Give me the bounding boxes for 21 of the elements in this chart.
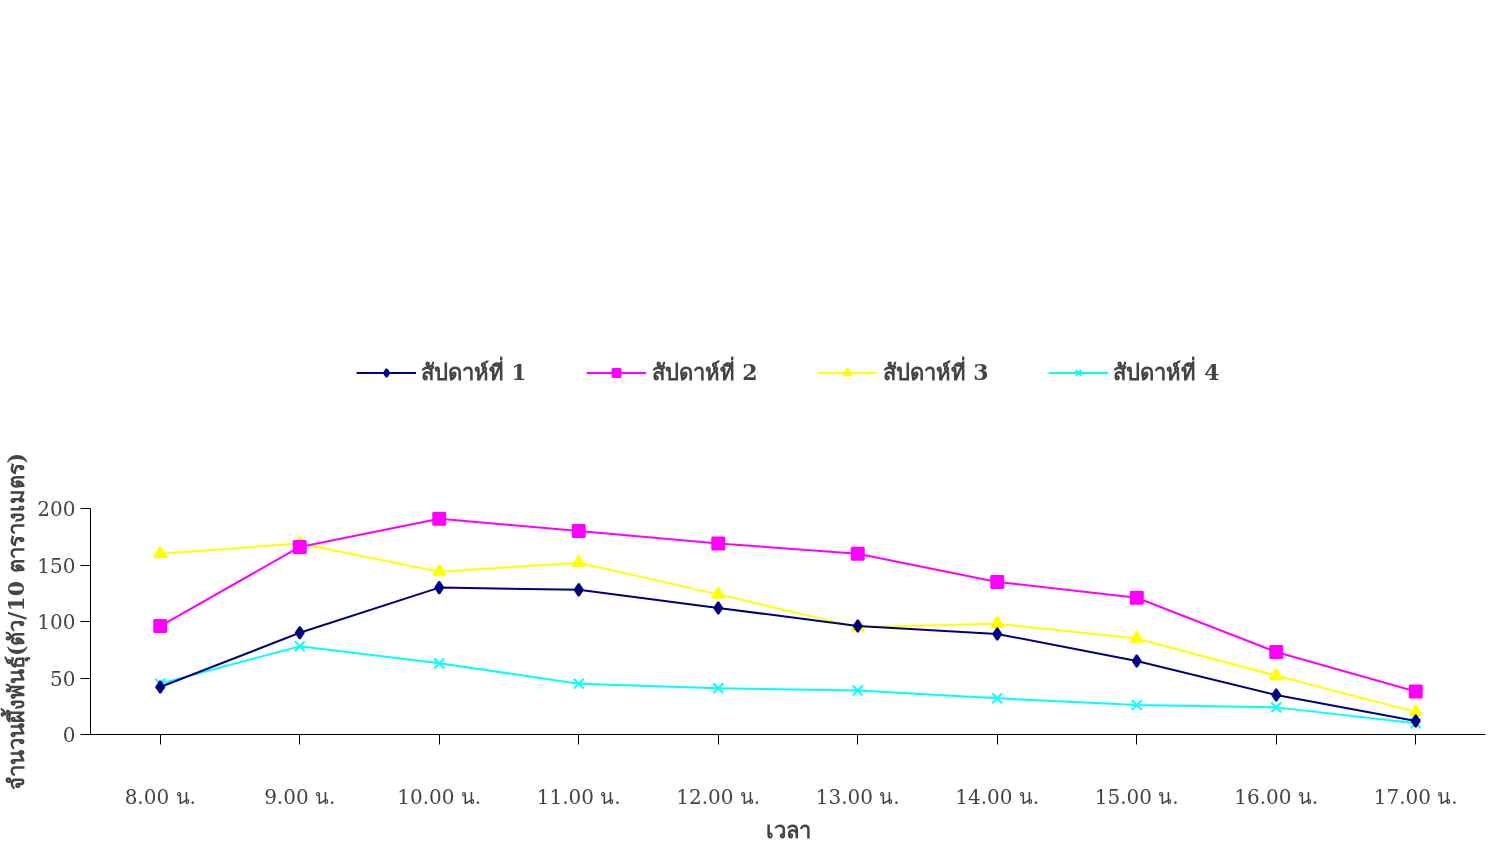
x-tick-label: 13.00 น.	[815, 784, 900, 809]
x-tick-label: 10.00 น.	[397, 784, 482, 809]
x-tick-label: 17.00 น.	[1373, 784, 1458, 809]
legend-label: สัปดาห์ที่ 4	[1113, 355, 1220, 387]
x-tick-label: 9.00 น.	[264, 784, 336, 809]
y-tick-label: 150	[37, 553, 76, 578]
x-tick-label: 16.00 น.	[1234, 784, 1319, 809]
legend-label: สัปดาห์ที่ 2	[651, 355, 758, 387]
y-tick-label: 100	[37, 610, 76, 634]
legend-label: สัปดาห์ที่ 3	[882, 355, 989, 387]
x-tick-label: 12.00 น.	[676, 784, 761, 809]
y-tick-label: 0	[62, 723, 76, 747]
legend-label: สัปดาห์ที่ 1	[420, 355, 527, 387]
y-axis-title: จำนวนผึ้งพันธุ์(ตัว/10 ตารางเมตร)	[0, 452, 32, 791]
y-tick-label: 50	[50, 666, 76, 691]
x-tick-label: 8.00 น.	[124, 784, 196, 809]
x-tick-label: 14.00 น.	[955, 784, 1040, 809]
y-tick-label: 200	[37, 497, 76, 521]
x-tick-label: 15.00 น.	[1094, 784, 1179, 809]
x-axis-title: เวลา	[765, 816, 811, 843]
x-tick-label: 11.00 น.	[536, 784, 621, 809]
